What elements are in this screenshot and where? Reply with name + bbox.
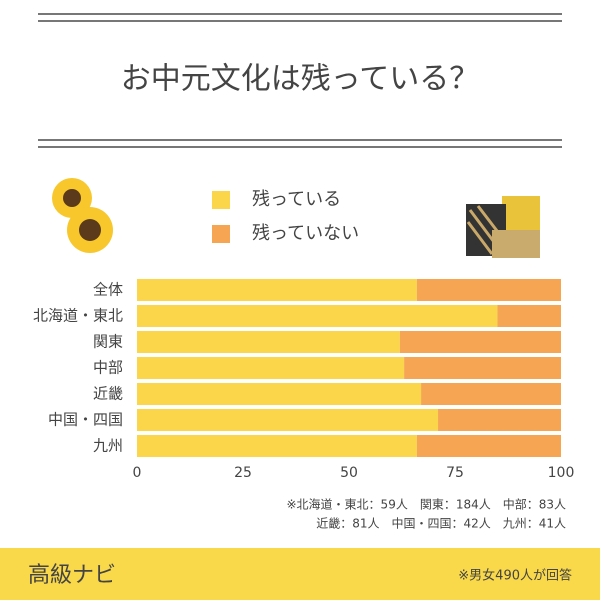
footnote: 近畿：81人 中国・四国：42人 九州：41人: [316, 516, 566, 531]
x-tick-label: 75: [446, 465, 464, 481]
y-tick-label: 関東: [93, 333, 123, 351]
legend-label: 残っていない: [252, 223, 359, 244]
bar-segment: [137, 383, 422, 405]
bar-segment: [137, 409, 439, 431]
y-tick-label: 中国・四国: [48, 411, 123, 429]
bar-segment: [137, 305, 498, 327]
bar-segment: [497, 305, 561, 327]
chart-title: お中元文化は残っている？: [121, 62, 480, 97]
bar-segment: [416, 279, 561, 301]
y-tick-label: 九州: [93, 437, 123, 455]
footer-band: [0, 548, 600, 600]
x-tick-label: 0: [133, 465, 142, 481]
bar-segment: [137, 279, 417, 301]
legend-swatch: [212, 225, 230, 243]
x-tick-label: 25: [234, 465, 252, 481]
footer-brand: 高級ナビ: [28, 563, 116, 588]
bar-segment: [137, 435, 417, 457]
sunflowers: [52, 178, 113, 253]
bar-segment: [137, 357, 405, 379]
x-tick-label: 50: [340, 465, 358, 481]
footer-note: ※男女490人が回答: [458, 568, 572, 584]
bar-segment: [399, 331, 561, 353]
y-tick-label: 中部: [93, 359, 123, 377]
legend-swatch: [212, 191, 230, 209]
gift-bags: [466, 196, 540, 258]
footnote: ※北海道・東北：59人 関東：184人 中部：83人: [287, 497, 567, 512]
y-tick-label: 北海道・東北: [33, 307, 123, 325]
bar-segment: [438, 409, 561, 431]
bar-segment: [416, 435, 561, 457]
bar-segment: [404, 357, 561, 379]
bar-segment: [137, 331, 400, 353]
x-tick-label: 100: [548, 465, 575, 481]
y-tick-label: 近畿: [93, 385, 123, 403]
y-tick-label: 全体: [93, 281, 123, 299]
legend-label: 残っている: [252, 189, 341, 210]
bar-segment: [421, 383, 561, 405]
